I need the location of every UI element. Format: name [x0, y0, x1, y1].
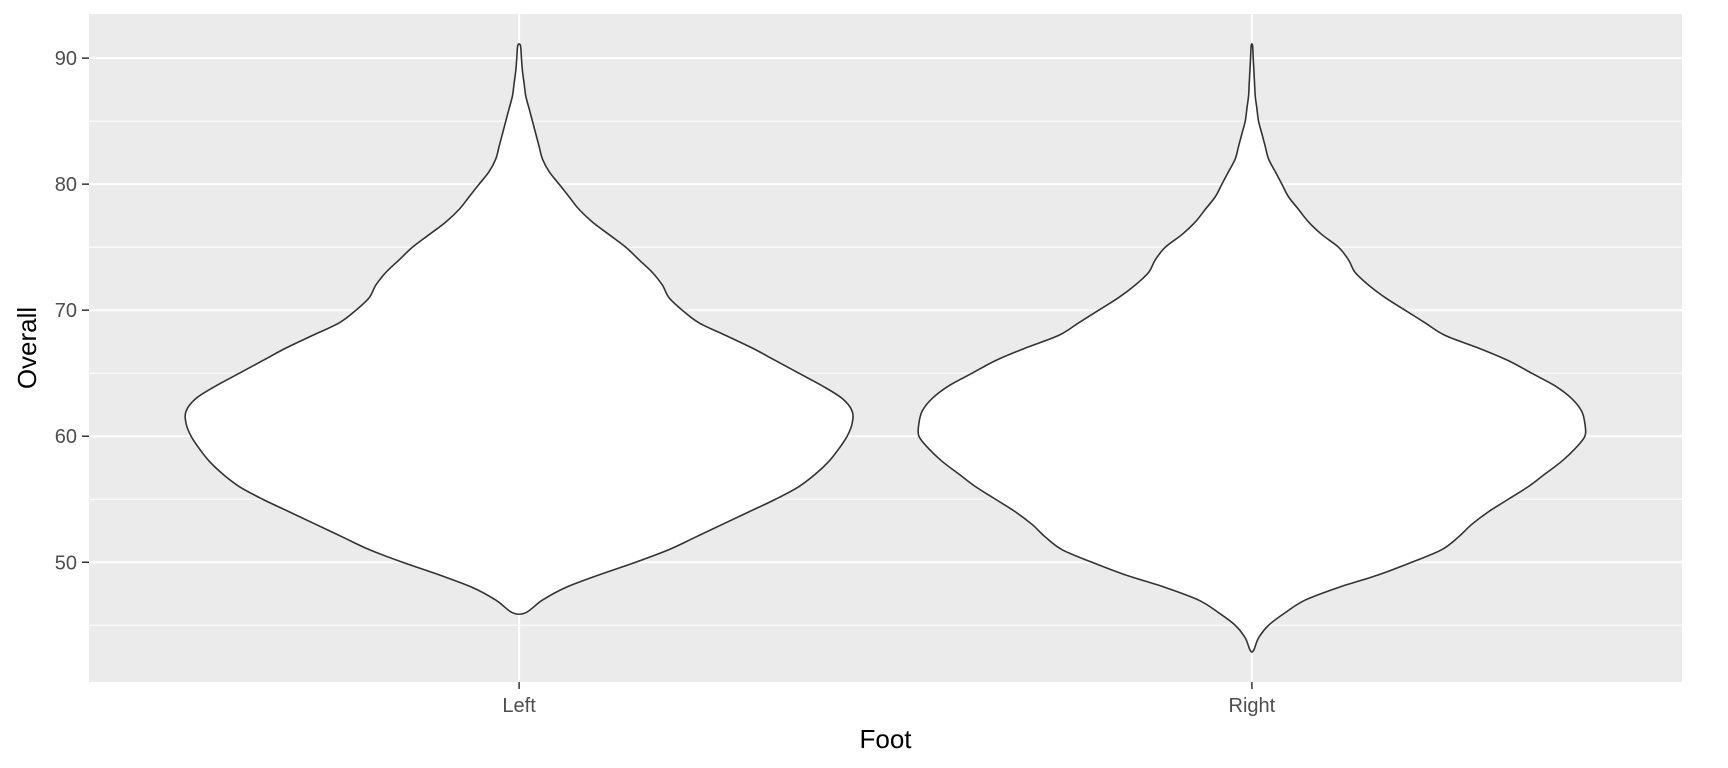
y-axis-ticks: 50 60 70 80 90: [55, 48, 89, 574]
violins: [184, 43, 1587, 653]
x-axis-title: Foot: [859, 724, 912, 754]
x-axis-ticks: Left Right: [502, 682, 1276, 717]
y-tick-label: 60: [55, 426, 77, 448]
x-tick-label-right: Right: [1229, 695, 1276, 717]
y-tick-label: 90: [55, 48, 77, 70]
violin-left: [184, 43, 854, 616]
x-tick-label-left: Left: [502, 695, 536, 717]
y-tick-label: 50: [55, 552, 77, 574]
y-tick-label: 70: [55, 300, 77, 322]
violin-right: [917, 43, 1587, 653]
y-tick-label: 80: [55, 174, 77, 196]
y-axis-title: Overall: [12, 307, 42, 389]
